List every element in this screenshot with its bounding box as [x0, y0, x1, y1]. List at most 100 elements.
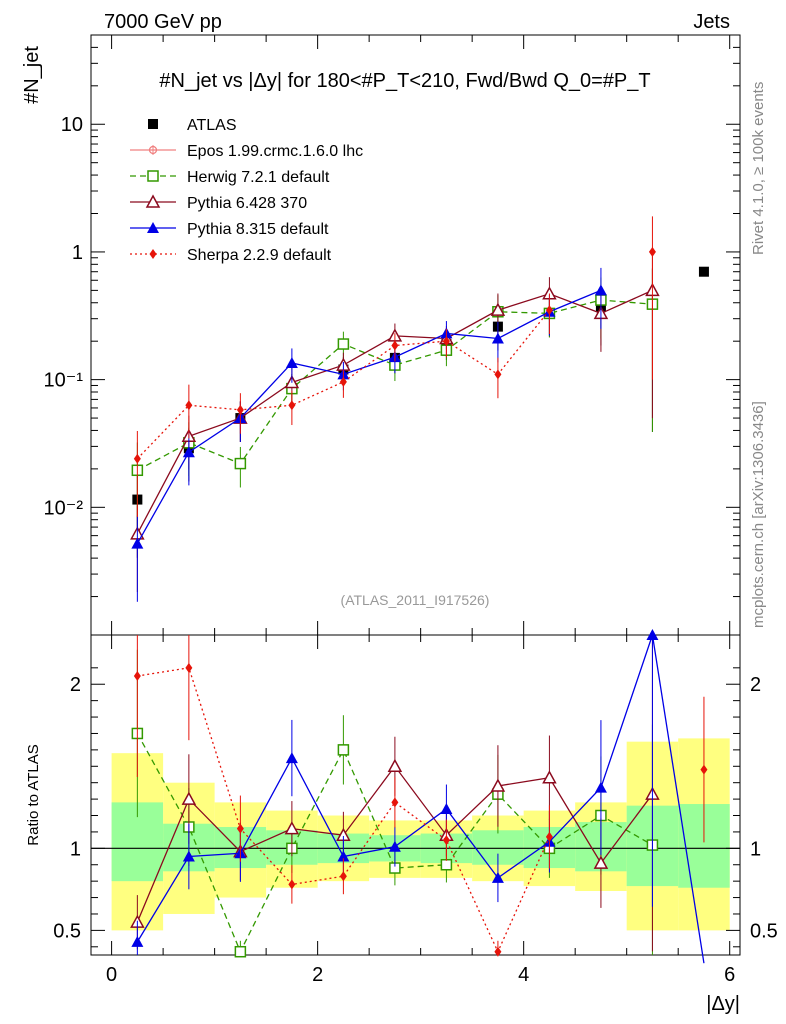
ratio-marker-pythia8	[491, 871, 504, 883]
marker-pythia8	[491, 332, 504, 344]
ratio-marker-sherpa	[133, 671, 141, 682]
ratio-ylabel: Ratio to ATLAS	[25, 744, 42, 845]
marker-sherpa	[494, 369, 502, 380]
marker-sherpa	[288, 400, 296, 411]
ratio-frame	[90, 634, 741, 956]
legend-marker-sherpa	[149, 249, 157, 259]
ratio-line-herwig	[136, 733, 653, 954]
y-tick-label: 10⁻²	[44, 497, 84, 519]
legend-label: Sherpa 2.2.9 default	[187, 247, 332, 264]
x-axis-label: |Δy|	[706, 993, 740, 1015]
marker-herwig	[337, 338, 350, 350]
ratio-marker-sherpa	[494, 946, 502, 957]
ratio-marker-sherpa	[442, 835, 450, 846]
legend-item-pythia6: Pythia 6.428 370	[130, 194, 307, 212]
ratio-marker-pythia6	[284, 821, 300, 835]
legend-label: Herwig 7.2.1 default	[187, 169, 330, 186]
y-tick-label: 10	[61, 114, 83, 136]
series-herwig	[131, 268, 659, 529]
legend: ATLAS Epos 1.99.crmc.1.6.0 lhc Herwig 7.2.…	[130, 117, 363, 264]
series-pythia8	[131, 267, 607, 602]
main-series-group	[130, 216, 709, 602]
x-tick-label: 2	[312, 964, 323, 986]
ratio-marker-pythia6	[593, 855, 609, 869]
legend-item-atlas: ATLAS	[148, 117, 237, 134]
main-ylabel: #N_jet	[21, 46, 43, 104]
marker-sherpa	[133, 453, 141, 464]
x-tick-label: 4	[518, 964, 529, 986]
ratio-y-tick-label: 0.5	[750, 920, 778, 942]
ratio-marker-herwig	[440, 858, 453, 871]
ratio-marker-pythia8	[388, 840, 401, 852]
energy-label: 7000 GeV pp	[104, 11, 222, 33]
legend-item-pythia8: Pythia 8.315 default	[130, 221, 329, 238]
mcplots-label: mcplots.cern.ch [arXiv:1306.3436]	[750, 401, 767, 628]
y-tick-label: 1	[72, 242, 83, 264]
rivet-label: Rivet 4.1.0, ≥ 100k events	[750, 82, 767, 255]
series-line-pythia8	[136, 289, 602, 544]
legend-item-herwig: Herwig 7.2.1 default	[130, 169, 330, 186]
ratio-marker-pythia8	[131, 935, 144, 947]
ratio-marker-pythia6	[181, 791, 197, 805]
series-line-herwig	[137, 299, 653, 471]
legend-item-sherpa: Sherpa 2.2.9 default	[130, 247, 332, 264]
ratio-marker-sherpa	[700, 764, 708, 775]
main-axis-ticks: 10 1 10⁻¹ 10⁻²	[44, 34, 740, 635]
marker-sherpa	[391, 340, 399, 351]
ratio-marker-pythia6	[490, 778, 506, 792]
ratio-marker-herwig	[337, 744, 350, 756]
legend-item-epos: Epos 1.99.crmc.1.6.0 lhc	[130, 143, 363, 160]
ratio-marker-sherpa	[545, 831, 553, 842]
x-tick-label: 6	[724, 964, 735, 986]
marker-sherpa	[339, 376, 347, 387]
watermark: (ATLAS_2011_I917526)	[341, 592, 490, 608]
legend-label: Pythia 6.428 370	[187, 195, 307, 212]
marker-sherpa	[648, 246, 656, 257]
ratio-marker-sherpa	[339, 871, 347, 882]
ratio-marker-pythia8	[285, 752, 298, 764]
ratio-y-tick-label: 1	[750, 838, 761, 860]
series-line-sherpa	[136, 309, 550, 460]
ratio-y-tick-label: 2	[70, 674, 81, 696]
ratio-marker-sherpa	[391, 797, 399, 808]
legend-marker-atlas	[148, 119, 158, 129]
ratio-marker-pythia8	[182, 850, 195, 862]
legend-marker-herwig	[147, 170, 159, 182]
ratio-marker-sherpa	[288, 879, 296, 890]
marker-sherpa	[236, 404, 244, 415]
ratio-marker-herwig	[234, 945, 247, 958]
main-title: #N_jet vs |Δy| for 180<#P_T<210, Fwd/Bwd…	[159, 70, 650, 92]
series-atlas	[132, 266, 709, 558]
main-panel: 10 1 10⁻¹ 10⁻² #N_jet vs |Δy| for 180<#P_T<…	[21, 34, 741, 636]
ratio-marker-pythia6	[387, 758, 403, 773]
ratio-marker-pythia8	[594, 781, 607, 793]
marker-pythia6	[490, 302, 506, 316]
y-tick-label: 10⁻¹	[44, 370, 84, 392]
ratio-y-tick-label: 2	[750, 674, 761, 696]
marker-herwig	[234, 457, 247, 470]
ratio-marker-pythia8	[646, 629, 659, 640]
ratio-series-sherpa	[133, 635, 708, 957]
marker-sherpa	[442, 336, 450, 347]
legend-marker-pythia8	[147, 222, 159, 233]
x-tick-label: 0	[106, 964, 117, 986]
ratio-series-group	[130, 629, 708, 964]
legend-marker-epos	[148, 145, 158, 155]
series-sherpa	[133, 216, 656, 517]
series-pythia6	[130, 254, 660, 593]
ratio-bands	[91, 738, 740, 931]
ratio-marker-pythia8	[440, 802, 453, 814]
ratio-panel: 0 2 4 6 2 2 1 1 0.5 0.5 Ratio to ATLAS |Δy|	[25, 629, 778, 1015]
ratio-axis-ticks: 0 2 4 6 2 2 1 1 0.5 0.5	[53, 635, 778, 986]
marker-pythia8	[594, 284, 607, 296]
process-label: Jets	[693, 11, 730, 33]
marker-atlas	[698, 266, 709, 277]
legend-marker-pythia6	[145, 194, 161, 208]
marker-pythia8	[182, 446, 195, 458]
legend-label: ATLAS	[187, 117, 237, 134]
marker-sherpa	[545, 305, 553, 316]
ratio-y-tick-label: 1	[70, 838, 81, 860]
legend-label: Epos 1.99.crmc.1.6.0 lhc	[187, 143, 363, 160]
ratio-marker-pythia8	[337, 850, 350, 862]
